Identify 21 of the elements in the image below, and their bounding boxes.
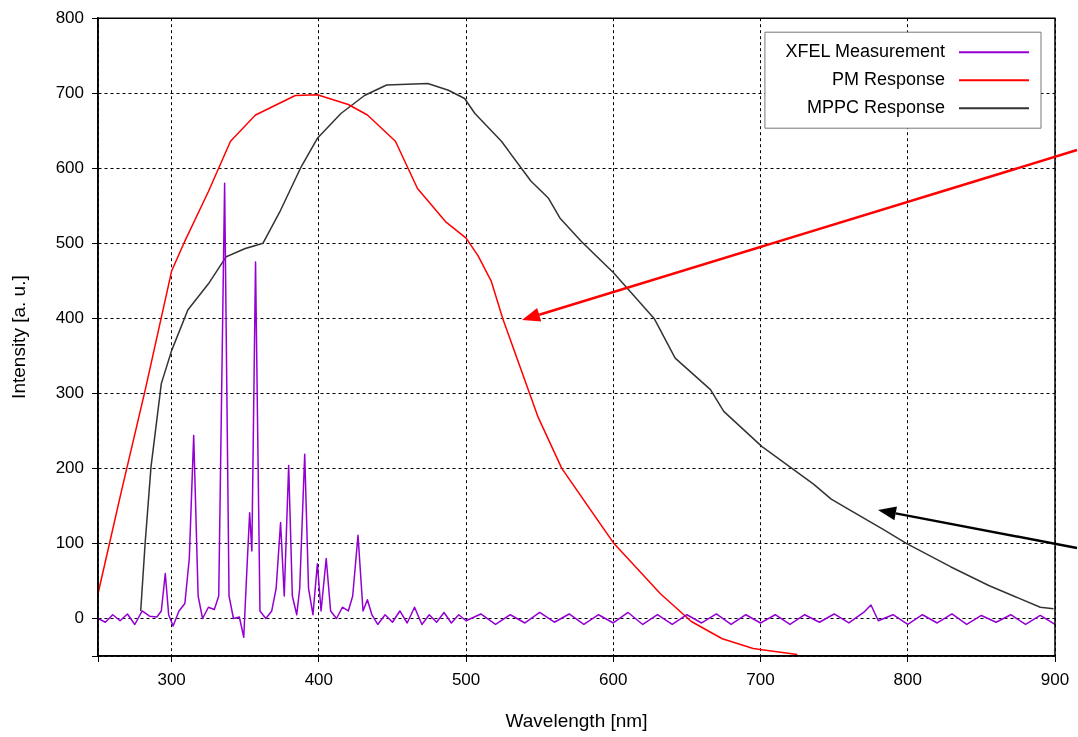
- x-tick-label: 800: [893, 669, 922, 689]
- legend-label: PM Response: [831, 69, 945, 90]
- y-tick-label: 500: [55, 232, 84, 252]
- y-tick-label: 300: [55, 383, 84, 403]
- x-tick-label: 500: [451, 669, 481, 689]
- y-tick-label: 800: [55, 7, 84, 27]
- x-tick-label: 300: [157, 669, 186, 689]
- legend-label: MPPC Response: [806, 97, 945, 118]
- y-tick-label: 100: [55, 533, 84, 553]
- legend-label: XFEL Measurement: [785, 41, 945, 62]
- x-tick-label: 600: [599, 669, 628, 689]
- x-tick-label: 900: [1040, 669, 1070, 689]
- y-tick-label: 0: [74, 608, 84, 628]
- x-tick-label: 400: [304, 669, 334, 689]
- y-axis-title: Intensity [a. u.]: [7, 275, 29, 399]
- x-axis-title: Wavelength [nm]: [505, 709, 648, 731]
- y-tick-label: 400: [55, 308, 84, 328]
- y-tick-label: 700: [55, 82, 84, 102]
- y-tick-label: 600: [55, 157, 84, 177]
- x-tick-label: 700: [746, 669, 775, 689]
- y-tick-label: 200: [55, 458, 84, 478]
